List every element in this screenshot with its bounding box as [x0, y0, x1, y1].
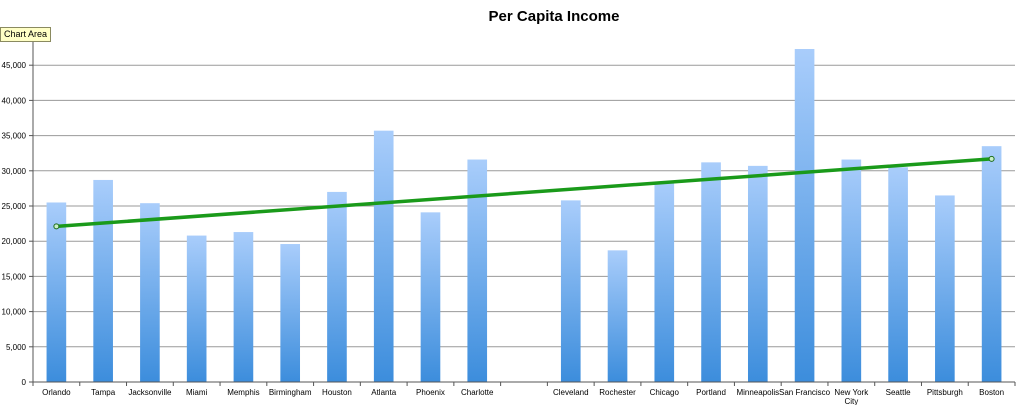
- y-tick-label: 15,000: [2, 272, 27, 281]
- bar: [233, 232, 254, 382]
- bar: [46, 202, 67, 382]
- trendline-path: [54, 157, 994, 229]
- bar: [327, 191, 347, 382]
- bars: [46, 49, 1002, 383]
- bar: [186, 235, 207, 382]
- x-tick-label: Portland: [696, 388, 726, 397]
- x-axis: [32, 381, 1016, 386]
- y-tick-label: 35,000: [2, 132, 27, 141]
- y-tick-label: 0: [22, 378, 27, 387]
- bar: [981, 146, 1002, 382]
- bar: [794, 49, 815, 383]
- x-tick-labels: Orlando Tampa Jacksonville Miami Memphis Birm…: [42, 388, 1004, 405]
- bar: [607, 250, 628, 382]
- gridlines: [33, 64, 1015, 348]
- trendline-handle[interactable]: [53, 223, 60, 230]
- y-axis: 0 5,000 10,000 15,000 20,000 25,000 30,000 35,0…: [2, 30, 34, 387]
- trendline-handle[interactable]: [988, 155, 995, 162]
- bar: [701, 162, 721, 382]
- x-tick-label: City: [844, 397, 858, 405]
- x-tick-label: Orlando: [42, 388, 71, 397]
- bar: [280, 244, 301, 382]
- x-tick-label: Birmingham: [269, 388, 312, 397]
- x-tick-label: Phoenix: [416, 388, 445, 397]
- chart-title: Per Capita Income: [489, 8, 620, 25]
- x-tick-label: Minneapolis: [736, 388, 779, 397]
- y-tick-label: 10,000: [2, 308, 27, 317]
- x-tick-label: Memphis: [227, 388, 259, 397]
- chart-area-tooltip: Chart Area: [0, 27, 52, 42]
- x-tick-label: Pittsburgh: [927, 388, 963, 397]
- bar: [373, 130, 394, 382]
- y-tick-label: 30,000: [2, 167, 27, 176]
- bar: [140, 203, 160, 382]
- bar: [935, 195, 955, 382]
- bar: [888, 167, 908, 382]
- bar: [747, 165, 768, 382]
- x-tick-label: Atlanta: [371, 388, 396, 397]
- bar: [420, 212, 441, 382]
- bar: [841, 159, 862, 382]
- bar: [560, 200, 581, 382]
- x-tick-label: Jacksonville: [128, 388, 172, 397]
- bar: [467, 159, 488, 382]
- y-tick-label: 45,000: [2, 61, 27, 70]
- x-tick-label: Chicago: [650, 388, 680, 397]
- x-tick-label: Seattle: [886, 388, 911, 397]
- y-tick-label: 5,000: [6, 343, 27, 352]
- x-tick-label: Tampa: [91, 388, 116, 397]
- x-tick-label: Houston: [322, 388, 352, 397]
- x-tick-label: Rochester: [599, 388, 636, 397]
- x-tick-label: New York: [834, 388, 869, 397]
- bar: [93, 179, 113, 382]
- x-tick-label: Miami: [186, 388, 208, 397]
- bar: [654, 182, 675, 382]
- x-tick-label: San Francisco: [779, 388, 831, 397]
- trendline: [53, 155, 995, 230]
- x-tick-label: Boston: [979, 388, 1004, 397]
- y-tick-label: 40,000: [2, 96, 27, 105]
- y-tick-label: 25,000: [2, 202, 27, 211]
- x-tick-label: Cleveland: [553, 388, 589, 397]
- y-tick-label: 20,000: [2, 237, 27, 246]
- x-tick-label: Charlotte: [461, 388, 494, 397]
